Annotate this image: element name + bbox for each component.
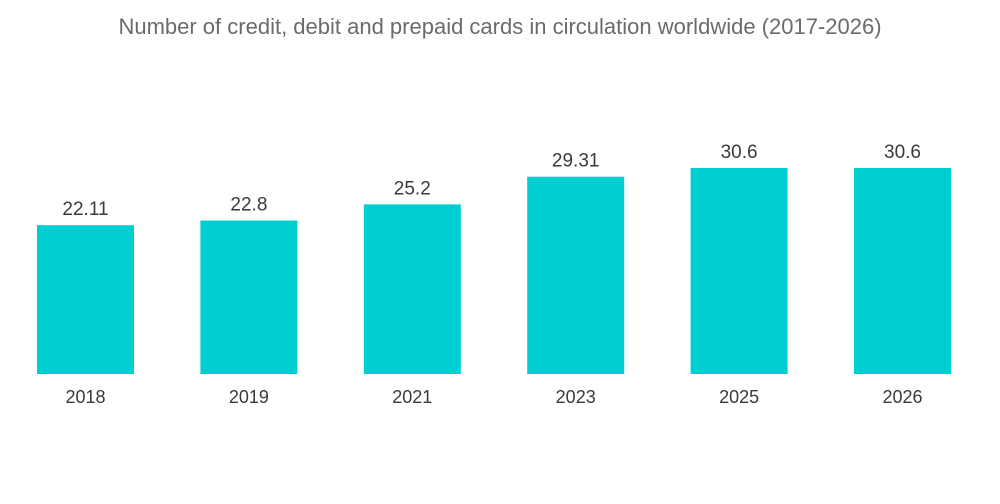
bar-2018 <box>37 225 134 374</box>
bar-2025 <box>690 168 788 374</box>
x-tick-label-2023: 2023 <box>556 387 596 407</box>
data-label-2026: 30.6 <box>884 142 921 163</box>
chart-title: Number of credit, debit and prepaid card… <box>118 14 882 39</box>
data-label-2018: 22.11 <box>62 199 108 220</box>
bar-2026 <box>854 168 951 374</box>
bar-2019 <box>200 220 298 374</box>
bar-2021 <box>363 204 461 374</box>
data-label-2019: 22.8 <box>230 195 267 216</box>
x-tick-label-2018: 2018 <box>65 387 105 407</box>
x-tick-label-2026: 2026 <box>882 387 922 407</box>
x-tick-label-2025: 2025 <box>719 387 759 407</box>
data-label-2021: 25.2 <box>394 178 431 199</box>
x-tick-label-2021: 2021 <box>392 387 432 407</box>
data-label-2023: 29.31 <box>552 151 600 172</box>
bar-2023 <box>527 176 625 374</box>
x-tick-label-2019: 2019 <box>229 387 269 407</box>
data-label-2025: 30.6 <box>721 142 758 163</box>
